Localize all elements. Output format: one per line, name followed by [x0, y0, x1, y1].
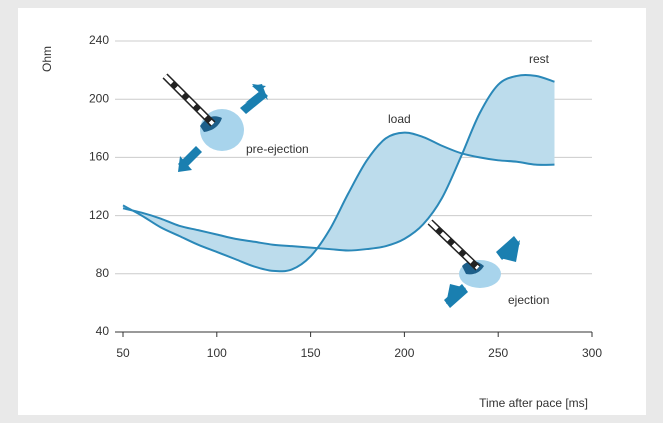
x-tick-label: 150 — [301, 346, 321, 360]
x-tick-label: 50 — [116, 346, 130, 360]
plot: 40 80 120 160 200 240 50 100 150 200 250 300 — [89, 33, 602, 360]
line — [122, 74, 555, 252]
x-tick-label: 300 — [582, 346, 602, 360]
x-tick-label: 100 — [207, 346, 227, 360]
panel — [18, 8, 646, 415]
band-fill — [123, 75, 555, 272]
pre-ejection-icon — [162, 73, 268, 172]
line — [122, 131, 555, 273]
x-tick-label: 200 — [394, 346, 414, 360]
annotation: pre-ejection — [246, 142, 309, 156]
annotation: ejection — [508, 293, 549, 307]
y-tick-label: 40 — [96, 324, 110, 338]
y-tick-label: 80 — [96, 266, 110, 280]
ejection-icon — [427, 219, 520, 308]
y-tick-label: 120 — [89, 208, 109, 222]
x-tick-label: 250 — [488, 346, 508, 360]
y-tick-label: 160 — [89, 150, 109, 164]
y-tick-label: 200 — [89, 91, 109, 105]
annotation: load — [388, 112, 411, 126]
y-axis-label: Ohm — [40, 46, 54, 72]
annotation: rest — [529, 52, 550, 66]
x-axis-label: Time after pace [ms] — [479, 396, 588, 410]
y-tick-label: 240 — [89, 33, 109, 47]
